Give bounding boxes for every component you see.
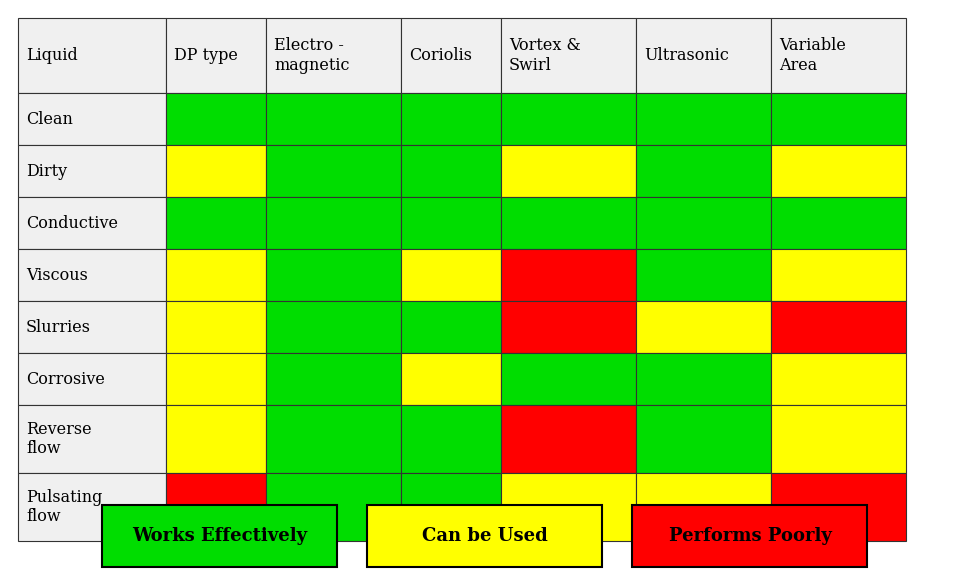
Bar (266, 301, 400, 353)
Bar (18, 473, 166, 541)
Bar (636, 18, 770, 93)
Bar (770, 473, 905, 541)
Text: Dirty: Dirty (26, 163, 67, 180)
Text: DP type: DP type (173, 47, 237, 64)
Text: Clean: Clean (26, 111, 73, 128)
Bar (636, 197, 770, 249)
Bar (636, 93, 770, 145)
Text: Conductive: Conductive (26, 215, 118, 232)
Bar (770, 145, 905, 197)
Bar (500, 93, 636, 145)
Bar (400, 301, 500, 353)
Text: Variable
Area: Variable Area (778, 37, 845, 74)
Bar (500, 353, 636, 405)
Text: Can be Used: Can be Used (422, 527, 547, 545)
Bar (400, 18, 500, 93)
Text: Slurries: Slurries (26, 318, 91, 336)
Bar (266, 353, 400, 405)
Bar (166, 145, 266, 197)
Bar (266, 145, 400, 197)
Bar (636, 301, 770, 353)
Bar (400, 197, 500, 249)
Bar (266, 405, 400, 473)
Bar (770, 301, 905, 353)
Bar (500, 249, 636, 301)
Bar (400, 405, 500, 473)
Bar (770, 353, 905, 405)
Bar (500, 473, 636, 541)
Bar (636, 145, 770, 197)
Bar (166, 473, 266, 541)
Bar (18, 18, 166, 93)
Text: Ultrasonic: Ultrasonic (643, 47, 728, 64)
Bar (500, 197, 636, 249)
Bar (400, 249, 500, 301)
Bar (266, 93, 400, 145)
Bar (632, 505, 866, 567)
Bar (166, 249, 266, 301)
Bar (367, 505, 602, 567)
Bar (266, 473, 400, 541)
Bar (18, 93, 166, 145)
Text: Pulsating
flow: Pulsating flow (26, 488, 103, 525)
Bar (166, 18, 266, 93)
Bar (770, 93, 905, 145)
Bar (166, 353, 266, 405)
Text: Reverse
flow: Reverse flow (26, 421, 91, 457)
Text: Performs Poorly: Performs Poorly (668, 527, 830, 545)
Bar (18, 197, 166, 249)
Text: Coriolis: Coriolis (409, 47, 472, 64)
Bar (166, 405, 266, 473)
Bar (400, 353, 500, 405)
Bar (500, 301, 636, 353)
Bar (266, 197, 400, 249)
Bar (636, 473, 770, 541)
Bar (770, 249, 905, 301)
Bar (770, 18, 905, 93)
Bar (400, 473, 500, 541)
Bar (18, 353, 166, 405)
Bar (18, 301, 166, 353)
Bar (18, 405, 166, 473)
Bar (636, 353, 770, 405)
Bar (770, 197, 905, 249)
Bar (636, 405, 770, 473)
Text: Works Effectively: Works Effectively (133, 527, 307, 545)
Text: Corrosive: Corrosive (26, 370, 105, 387)
Bar (500, 405, 636, 473)
Bar (400, 93, 500, 145)
Text: Viscous: Viscous (26, 267, 88, 284)
Bar (500, 18, 636, 93)
Bar (166, 197, 266, 249)
Bar (18, 249, 166, 301)
Text: Liquid: Liquid (26, 47, 78, 64)
Text: Electro -
magnetic: Electro - magnetic (273, 37, 349, 74)
Bar (266, 18, 400, 93)
Bar (770, 405, 905, 473)
Bar (166, 301, 266, 353)
Bar (400, 145, 500, 197)
Bar (636, 249, 770, 301)
Bar (500, 145, 636, 197)
Bar (166, 93, 266, 145)
Bar (18, 145, 166, 197)
Text: Vortex &
Swirl: Vortex & Swirl (509, 37, 580, 74)
Bar (103, 505, 337, 567)
Bar (266, 249, 400, 301)
